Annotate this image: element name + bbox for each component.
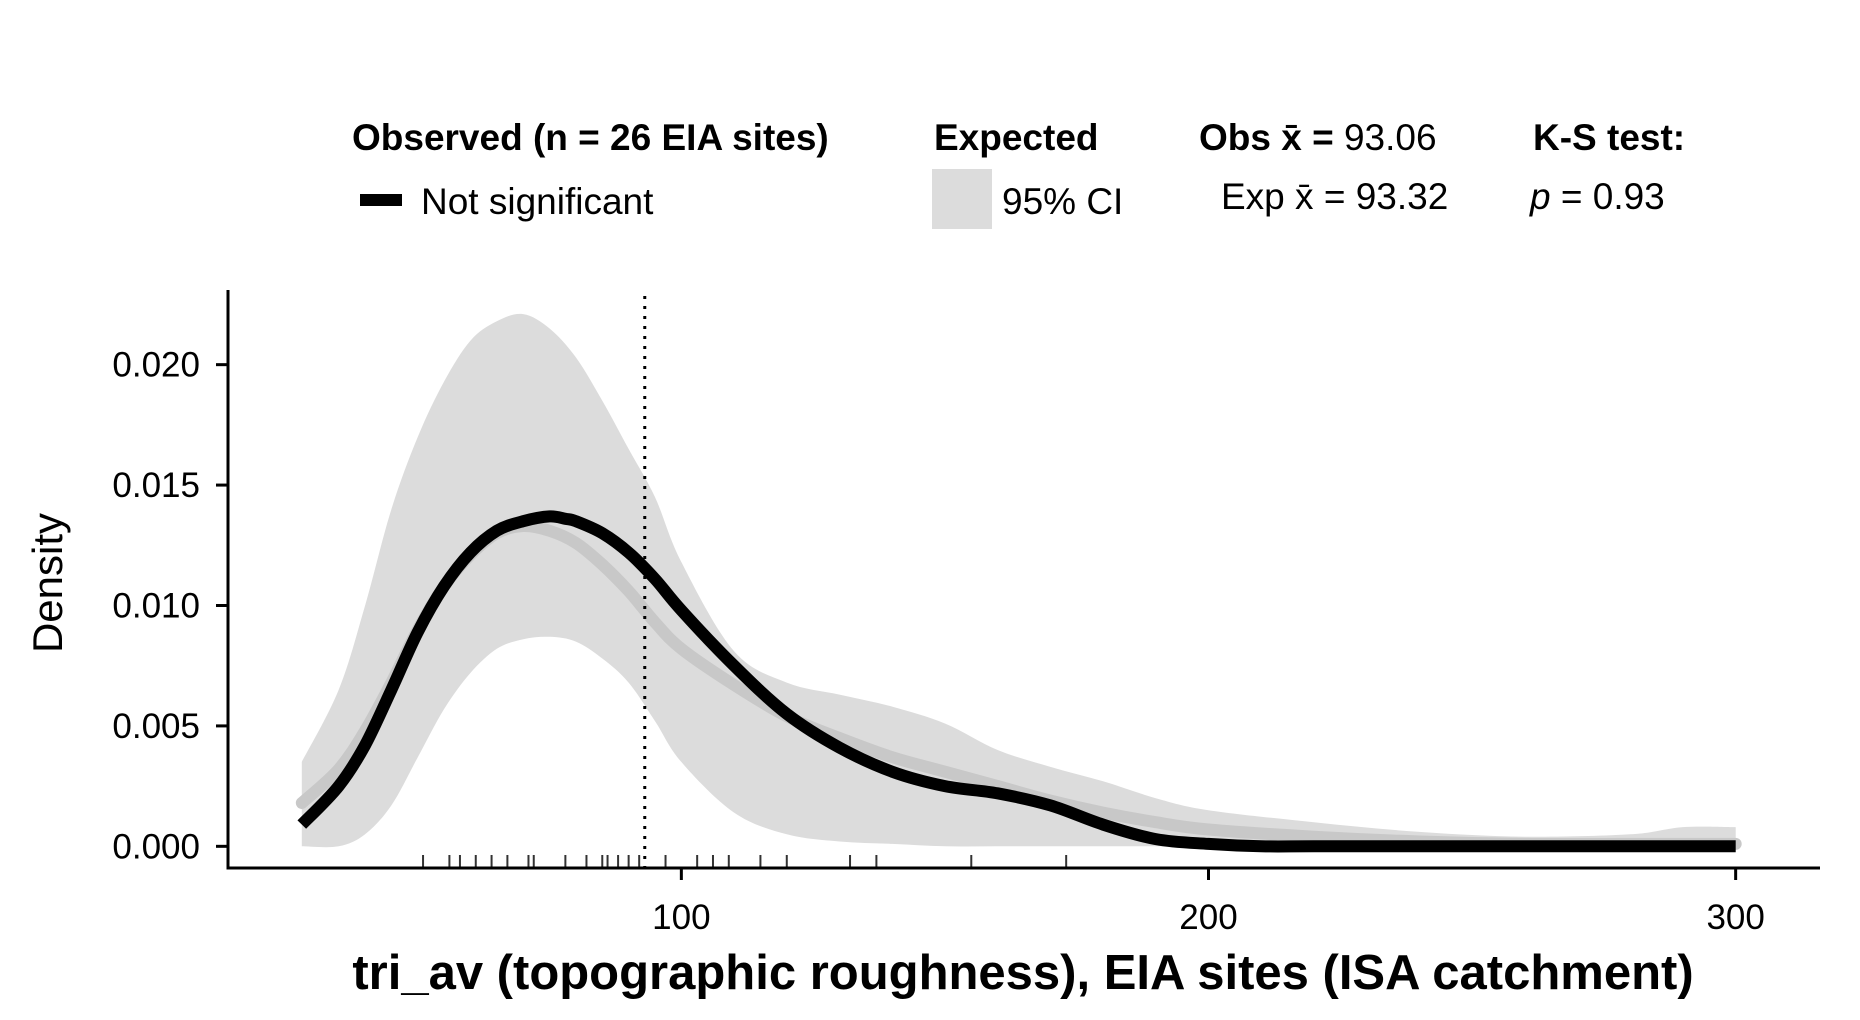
ci-band-layer <box>301 313 1736 848</box>
legend-ks-pvalue: p = 0.93 <box>1529 176 1665 217</box>
legend-ks-title: K-S test: <box>1533 117 1685 158</box>
x-tick-label: 200 <box>1179 898 1237 937</box>
legend-exp-mean-text: Exp x̄ = 93.32 <box>1221 176 1448 217</box>
rug-layer <box>422 855 1068 868</box>
legend-expected-item: 95% CI <box>1002 181 1123 222</box>
ci-band <box>301 313 1736 848</box>
x-tick-label: 100 <box>652 898 710 937</box>
y-tick-label: 0.000 <box>112 827 200 866</box>
legend: Observed (n = 26 EIA sites) Not signific… <box>352 117 1685 229</box>
y-tick-label: 0.020 <box>112 346 200 385</box>
x-axis-title: tri_av (topographic roughness), EIA site… <box>352 946 1693 1000</box>
legend-obs-mean-label: Obs x̄ = <box>1199 117 1344 158</box>
y-tick-label: 0.010 <box>112 586 200 625</box>
legend-exp-mean-value: 93.32 <box>1356 176 1449 217</box>
legend-observed-title: Observed (n = 26 EIA sites) <box>352 117 829 158</box>
observed-line-layer <box>297 510 1736 853</box>
legend-ks-p-rest: = 0.93 <box>1551 176 1665 217</box>
legend-ci-swatch <box>932 169 992 229</box>
y-axis-title: Density <box>24 513 71 653</box>
x-tick-label: 300 <box>1706 898 1764 937</box>
legend-expected-title: Expected <box>934 117 1099 158</box>
legend-obs-mean-text: Obs x̄ = 93.06 <box>1199 117 1437 158</box>
y-tick-label: 0.005 <box>112 707 200 746</box>
legend-observed-item: Not significant <box>421 181 654 222</box>
legend-obs-mean: Obs x̄ = 93.06 <box>1199 117 1437 158</box>
y-tick-label: 0.015 <box>112 466 200 505</box>
observed-density-line <box>297 510 1736 853</box>
legend-exp-mean: Exp x̄ = 93.32 <box>1221 176 1448 217</box>
legend-obs-mean-value: 93.06 <box>1344 117 1437 158</box>
plot-area: 0.000 0.005 0.010 0.015 0.020 100 200 300 <box>112 290 1820 937</box>
legend-exp-mean-label: Exp x̄ = <box>1221 176 1356 217</box>
axes-layer: 0.000 0.005 0.010 0.015 0.020 100 200 300 <box>112 290 1820 937</box>
legend-ks-p-symbol: p <box>1529 176 1551 217</box>
